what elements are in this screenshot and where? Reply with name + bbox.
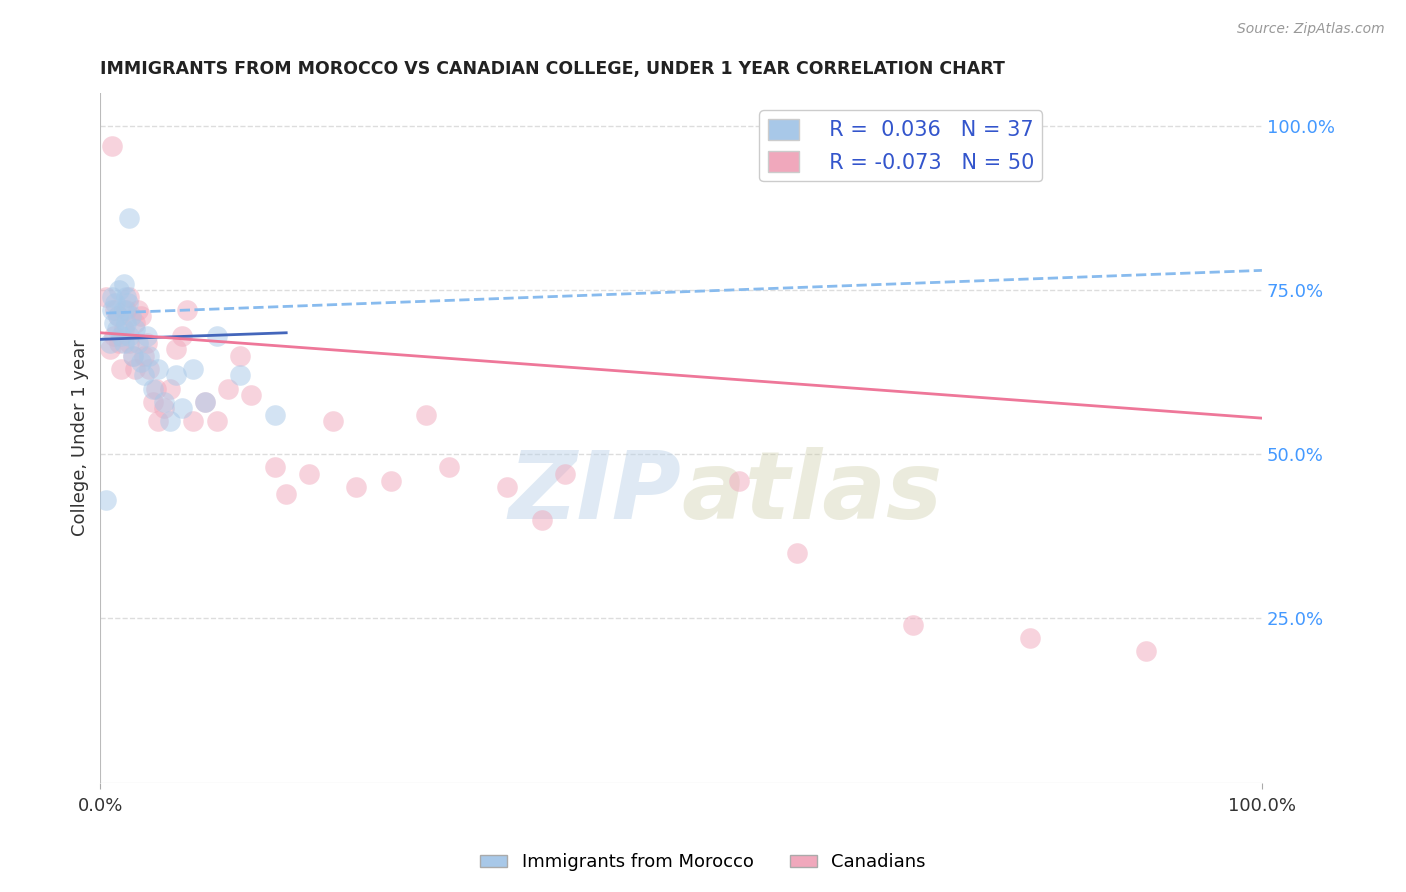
Point — [159, 382, 181, 396]
Point — [240, 388, 263, 402]
Point — [229, 349, 252, 363]
Point — [181, 362, 204, 376]
Point — [159, 414, 181, 428]
Point — [134, 368, 156, 383]
Point — [415, 408, 437, 422]
Point — [127, 302, 149, 317]
Point — [138, 362, 160, 376]
Point — [112, 277, 135, 291]
Point — [115, 302, 138, 317]
Point — [380, 474, 402, 488]
Point — [153, 401, 176, 416]
Point — [554, 467, 576, 481]
Point — [96, 493, 118, 508]
Point — [117, 296, 139, 310]
Point — [107, 310, 129, 324]
Text: ZIP: ZIP — [508, 447, 681, 539]
Point — [217, 382, 239, 396]
Point — [176, 302, 198, 317]
Point — [103, 329, 125, 343]
Point — [98, 342, 121, 356]
Point — [134, 349, 156, 363]
Point — [135, 335, 157, 350]
Point — [142, 382, 165, 396]
Point — [112, 302, 135, 317]
Point — [205, 414, 228, 428]
Point — [170, 329, 193, 343]
Point — [165, 368, 187, 383]
Point — [124, 362, 146, 376]
Point — [105, 322, 128, 336]
Point — [496, 480, 519, 494]
Point — [1018, 631, 1040, 645]
Point — [437, 460, 460, 475]
Y-axis label: College, Under 1 year: College, Under 1 year — [72, 340, 89, 536]
Point — [165, 342, 187, 356]
Point — [118, 290, 141, 304]
Point — [120, 310, 142, 324]
Point — [276, 486, 298, 500]
Point — [263, 408, 285, 422]
Point — [138, 349, 160, 363]
Point — [135, 329, 157, 343]
Point — [129, 310, 152, 324]
Point — [112, 335, 135, 350]
Point — [108, 335, 131, 350]
Text: atlas: atlas — [681, 447, 942, 539]
Point — [194, 394, 217, 409]
Point — [118, 335, 141, 350]
Point — [124, 316, 146, 330]
Point — [728, 474, 751, 488]
Point — [181, 414, 204, 428]
Point — [1135, 644, 1157, 658]
Point — [101, 302, 124, 317]
Point — [229, 368, 252, 383]
Point — [127, 335, 149, 350]
Point — [96, 290, 118, 304]
Point — [101, 138, 124, 153]
Point — [153, 394, 176, 409]
Point — [110, 362, 132, 376]
Point — [903, 618, 925, 632]
Point — [110, 329, 132, 343]
Point — [205, 329, 228, 343]
Point — [530, 513, 553, 527]
Text: Source: ZipAtlas.com: Source: ZipAtlas.com — [1237, 22, 1385, 37]
Point — [108, 283, 131, 297]
Point — [145, 382, 167, 396]
Point — [148, 362, 170, 376]
Point — [98, 335, 121, 350]
Text: IMMIGRANTS FROM MOROCCO VS CANADIAN COLLEGE, UNDER 1 YEAR CORRELATION CHART: IMMIGRANTS FROM MOROCCO VS CANADIAN COLL… — [100, 60, 1005, 78]
Point — [170, 401, 193, 416]
Point — [118, 211, 141, 225]
Point — [124, 322, 146, 336]
Point — [122, 349, 145, 363]
Point — [101, 290, 124, 304]
Point — [344, 480, 367, 494]
Point — [786, 546, 808, 560]
Point — [122, 349, 145, 363]
Point — [104, 302, 127, 317]
Point — [148, 414, 170, 428]
Legend:   R =  0.036   N = 37,   R = -0.073   N = 50: R = 0.036 N = 37, R = -0.073 N = 50 — [759, 111, 1042, 181]
Point — [263, 460, 285, 475]
Point — [104, 296, 127, 310]
Point — [194, 394, 217, 409]
Legend: Immigrants from Morocco, Canadians: Immigrants from Morocco, Canadians — [472, 847, 934, 879]
Point — [103, 316, 125, 330]
Point — [115, 290, 138, 304]
Point — [112, 322, 135, 336]
Point — [142, 394, 165, 409]
Point — [322, 414, 344, 428]
Point — [298, 467, 321, 481]
Point — [129, 355, 152, 369]
Point — [118, 329, 141, 343]
Point — [107, 310, 129, 324]
Point — [115, 316, 138, 330]
